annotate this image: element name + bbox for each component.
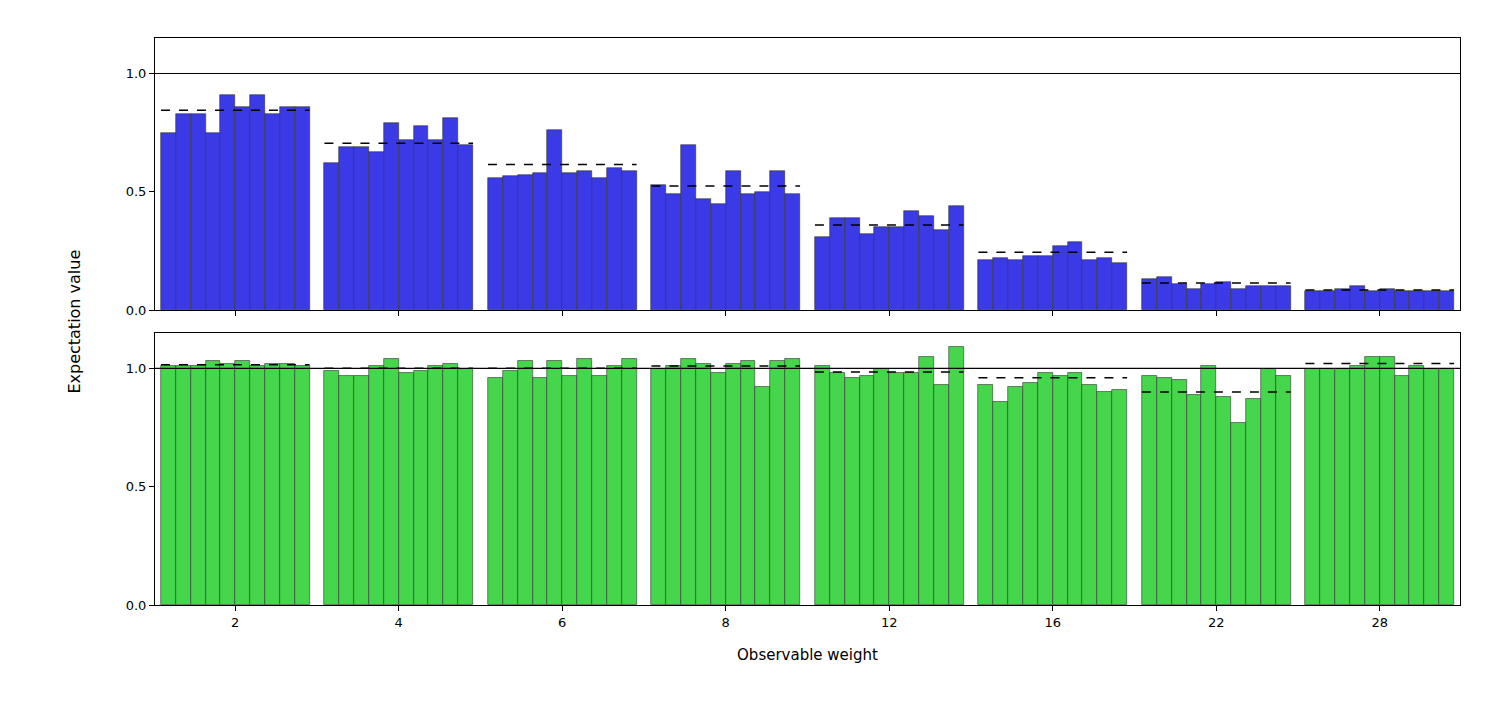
- svg-text:Observable weight: Observable weight: [737, 646, 878, 664]
- svg-text:6: 6: [558, 615, 566, 630]
- svg-text:Expectation value: Expectation value: [65, 250, 84, 394]
- svg-text:1.0: 1.0: [126, 361, 147, 376]
- svg-text:0.0: 0.0: [126, 598, 147, 613]
- svg-text:16: 16: [1044, 615, 1061, 630]
- svg-text:0.5: 0.5: [126, 184, 147, 199]
- svg-text:0.0: 0.0: [126, 303, 147, 318]
- svg-text:22: 22: [1208, 615, 1225, 630]
- svg-text:28: 28: [1371, 615, 1388, 630]
- svg-text:12: 12: [881, 615, 898, 630]
- svg-text:0.5: 0.5: [126, 479, 147, 494]
- svg-text:1.0: 1.0: [126, 66, 147, 81]
- svg-text:2: 2: [231, 615, 239, 630]
- svg-text:4: 4: [395, 615, 403, 630]
- svg-text:8: 8: [722, 615, 730, 630]
